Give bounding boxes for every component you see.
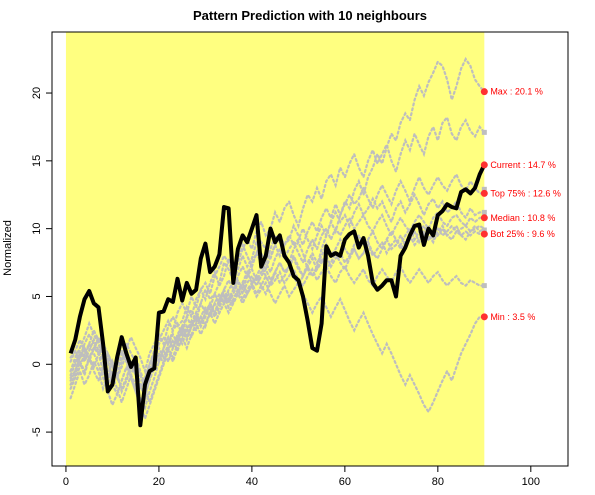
y-tick-label: 5 xyxy=(31,293,43,299)
y-tick-label: 15 xyxy=(31,155,43,167)
annotation-marker-6 xyxy=(480,313,488,321)
annotation-label-4: Median : 10.8 % xyxy=(490,213,555,223)
annotation-marker-2 xyxy=(480,161,488,169)
y-tick-label: -5 xyxy=(31,427,43,437)
neighbour-series-line-4 xyxy=(69,192,486,400)
plot-area: Max : 20.1 % Current : 14.7 % Top 75% : 12… xyxy=(31,31,569,488)
grey-end-marker-1 xyxy=(481,129,487,135)
annotation-label-2: Current : 14.7 % xyxy=(490,160,556,170)
x-tick-label: 20 xyxy=(153,476,165,488)
y-tick-label: 0 xyxy=(31,361,43,367)
x-tick-label: 0 xyxy=(63,476,69,488)
neighbour-series-line-10 xyxy=(69,224,486,406)
y-tick-label: 20 xyxy=(31,87,43,99)
y-tick-label: 10 xyxy=(31,223,43,235)
annotation-marker-5 xyxy=(480,230,488,238)
annotation-label-6: Min : 3.5 % xyxy=(490,312,535,322)
annotation-marker-4 xyxy=(480,214,488,222)
annotation-marker-1 xyxy=(480,88,488,96)
y-axis-label: Normalized xyxy=(2,220,14,276)
chart-title: Pattern Prediction with 10 neighbours xyxy=(193,8,427,23)
grey-end-marker-5 xyxy=(481,283,487,289)
grey-end-marker-4 xyxy=(481,227,487,233)
current-series-line xyxy=(68,164,487,428)
x-tick-label: 40 xyxy=(246,476,258,488)
annotation-label-1: Max : 20.1 % xyxy=(490,87,543,97)
plot-border xyxy=(51,31,569,467)
grey-end-marker-2 xyxy=(481,186,487,192)
x-tick-label: 60 xyxy=(339,476,351,488)
x-tick-label: 100 xyxy=(522,476,540,488)
annotation-label-3: Top 75% : 12.6 % xyxy=(490,188,561,198)
x-tick-label: 80 xyxy=(432,476,444,488)
grey-end-marker-3 xyxy=(481,209,487,215)
annotation-marker-3 xyxy=(480,189,488,197)
annotation-label-5: Bot 25% : 9.6 % xyxy=(490,229,555,239)
